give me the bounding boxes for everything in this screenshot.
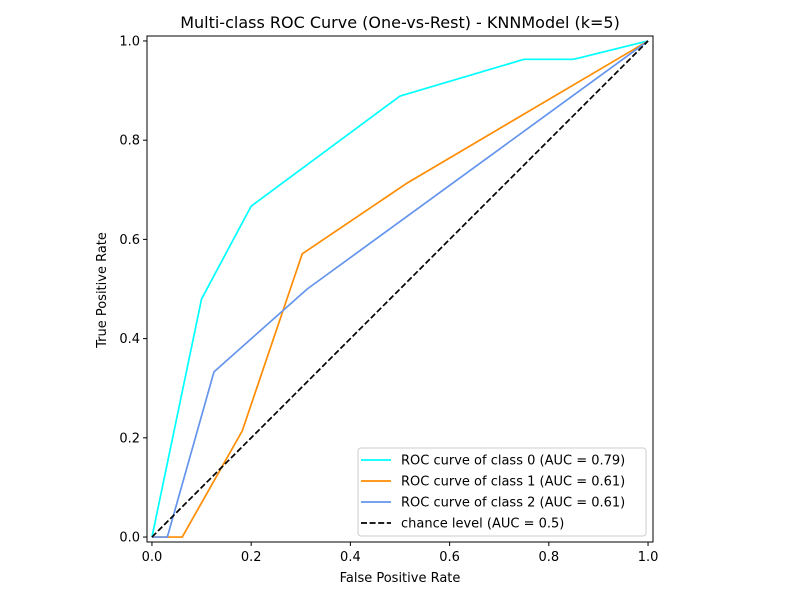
x-tick-label: 0.0 (142, 550, 163, 565)
roc-curve-class-2 (151, 40, 649, 538)
legend-label: ROC curve of class 2 (AUC = 0.61) (401, 496, 625, 511)
y-axis-label: True Positive Rate (95, 232, 110, 349)
roc-curve-class-1 (151, 40, 649, 538)
roc-curve-class-0 (151, 40, 649, 538)
x-axis-label: False Positive Rate (340, 571, 461, 586)
x-tick-label: 0.4 (340, 550, 361, 565)
x-tick-label: 0.8 (538, 550, 559, 565)
x-tick-label: 1.0 (638, 550, 659, 565)
legend-label: ROC curve of class 1 (AUC = 0.61) (401, 475, 625, 490)
legend: ROC curve of class 0 (AUC = 0.79) ROC cur… (357, 447, 647, 537)
axes-frame (146, 35, 654, 543)
y-tick-label: 0.4 (119, 332, 140, 347)
x-tick-label: 0.6 (439, 550, 460, 565)
axes-layer: 0.0 0.2 0.4 0.6 0.8 1.0 0.0 0.2 0.4 0.6 0.8 1.0 (119, 34, 658, 565)
y-tick-label: 0.8 (119, 134, 140, 149)
series-layer (151, 40, 649, 538)
legend-box (357, 447, 647, 537)
y-tick-label: 0.2 (119, 431, 140, 446)
y-tick-label: 0.0 (119, 531, 140, 546)
y-tick-label: 0.6 (119, 233, 140, 248)
x-tick-label: 0.2 (241, 550, 262, 565)
chart-title: Multi-class ROC Curve (One-vs-Rest) - KN… (180, 13, 620, 32)
legend-label: ROC curve of class 0 (AUC = 0.79) (401, 454, 625, 469)
y-tick-label: 1.0 (119, 34, 140, 49)
legend-label: chance level (AUC = 0.5) (401, 517, 564, 532)
chance-level-line (151, 40, 649, 538)
